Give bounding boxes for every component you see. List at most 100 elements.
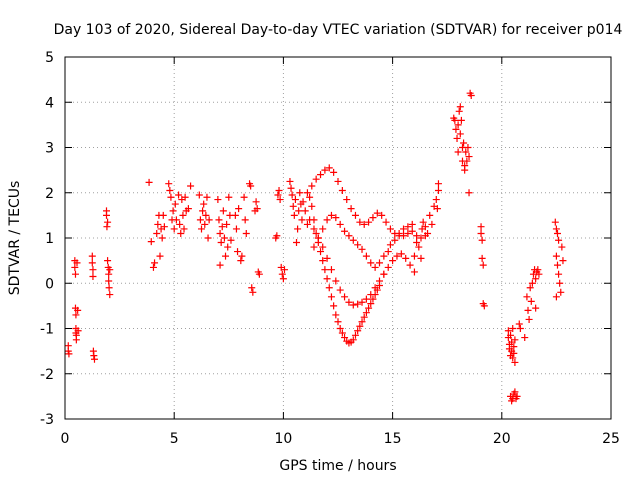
data-point-marker — [454, 121, 462, 129]
data-point-marker — [382, 218, 390, 226]
data-point-marker — [391, 236, 399, 244]
data-point-marker — [461, 166, 469, 174]
data-point-marker — [384, 248, 392, 256]
data-point-marker — [553, 229, 561, 237]
data-point-marker — [375, 277, 383, 285]
y-tick-label: 0 — [45, 276, 54, 292]
data-point-marker — [224, 243, 232, 251]
data-point-marker — [301, 207, 309, 215]
data-point-marker — [511, 388, 519, 396]
data-point-marker — [367, 259, 375, 267]
data-point-marker — [296, 189, 304, 197]
data-point-marker — [175, 191, 183, 199]
data-point-marker — [417, 234, 425, 242]
data-point-marker — [176, 220, 184, 228]
data-point-marker — [222, 252, 230, 260]
data-point-marker — [386, 225, 394, 233]
data-point-marker — [421, 223, 429, 231]
data-point-marker — [504, 327, 512, 335]
data-point-marker — [395, 229, 403, 237]
tick-labels: 0 5 10 15 20 25 -3 -2 -1 0 1 2 3 4 5 — [40, 50, 620, 447]
data-point-marker — [462, 148, 470, 156]
data-point-marker — [478, 254, 486, 262]
data-point-marker — [287, 184, 295, 192]
data-point-marker — [308, 202, 316, 210]
data-point-marker — [90, 355, 98, 363]
data-point-marker — [234, 248, 242, 256]
data-point-marker — [356, 218, 364, 226]
data-point-marker — [321, 266, 329, 274]
data-point-marker — [354, 300, 362, 308]
data-point-marker — [276, 196, 284, 204]
data-point-marker — [325, 164, 333, 172]
data-point-marker — [551, 218, 559, 226]
data-point-marker — [351, 211, 359, 219]
data-point-marker — [310, 225, 318, 233]
data-point-marker — [380, 252, 388, 260]
data-point-marker — [552, 252, 560, 260]
data-point-marker — [408, 220, 416, 228]
data-point-marker — [516, 325, 524, 332]
data-point-marker — [273, 232, 281, 240]
data-point-marker — [477, 223, 485, 231]
data-point-marker — [312, 175, 320, 183]
data-point-marker — [306, 193, 314, 201]
data-point-marker — [338, 329, 346, 337]
data-point-marker — [323, 216, 331, 224]
data-point-marker — [336, 325, 344, 332]
data-point-marker — [525, 315, 533, 323]
data-point-marker — [179, 211, 187, 219]
y-tick-label: -1 — [40, 322, 54, 338]
data-point-marker — [532, 304, 540, 312]
data-point-marker — [552, 225, 560, 233]
x-tick-label: 25 — [602, 431, 620, 447]
data-point-marker — [534, 266, 542, 274]
axis-ticks — [64, 56, 612, 420]
data-point-marker — [293, 239, 301, 247]
data-point-marker — [317, 171, 325, 179]
data-point-marker — [356, 322, 364, 330]
data-point-marker — [380, 270, 388, 278]
data-point-marker — [365, 218, 373, 226]
data-point-marker — [216, 261, 224, 269]
data-point-marker — [240, 193, 248, 201]
data-point-marker — [195, 191, 203, 199]
data-point-marker — [159, 211, 167, 219]
data-point-marker — [510, 349, 518, 357]
data-point-marker — [378, 211, 386, 219]
data-point-marker — [341, 227, 349, 235]
data-point-marker — [369, 214, 377, 222]
data-point-marker — [413, 232, 421, 240]
data-point-marker — [184, 205, 192, 213]
data-point-marker — [314, 234, 322, 242]
data-point-marker — [354, 327, 362, 335]
data-point-marker — [345, 232, 353, 240]
data-point-marker — [524, 306, 532, 314]
data-point-marker — [400, 225, 408, 233]
data-point-marker — [375, 259, 383, 267]
data-point-marker — [480, 302, 488, 310]
data-point-marker — [280, 266, 288, 274]
data-point-marker — [465, 189, 473, 197]
x-tick-label: 0 — [61, 431, 70, 447]
data-point-marker — [73, 259, 81, 267]
data-point-marker — [298, 216, 306, 224]
data-point-marker — [319, 243, 327, 251]
y-tick-label: 4 — [45, 95, 54, 111]
data-point-marker — [330, 302, 338, 310]
data-point-marker — [74, 327, 82, 335]
data-point-marker — [555, 236, 563, 244]
data-point-marker — [275, 186, 283, 194]
y-tick-label: 5 — [45, 50, 54, 66]
data-point-marker — [235, 205, 243, 213]
data-point-marker — [332, 214, 340, 222]
data-point-marker — [154, 220, 162, 228]
data-point-marker — [334, 177, 342, 185]
data-point-marker — [255, 270, 263, 278]
data-point-marker — [306, 216, 314, 224]
data-point-marker — [217, 239, 225, 247]
data-point-marker — [453, 134, 461, 142]
data-point-marker — [362, 252, 370, 260]
x-axis-label: GPS time / hours — [279, 458, 396, 474]
data-point-marker — [371, 284, 379, 292]
